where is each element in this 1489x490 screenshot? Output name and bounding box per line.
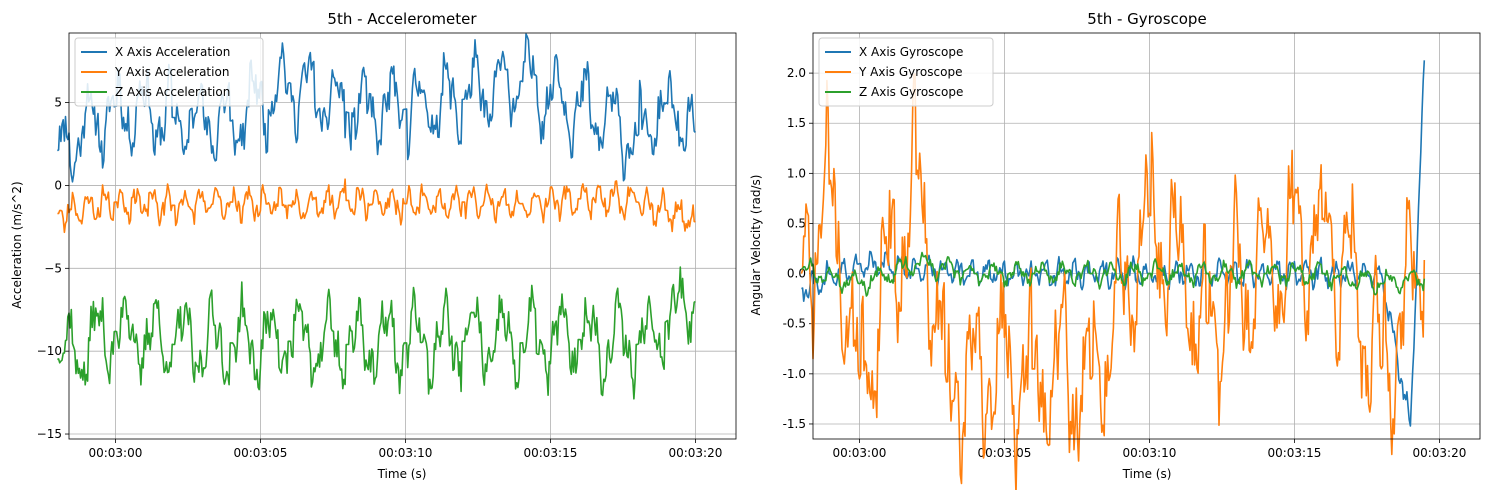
legend-label: Y Axis Acceleration	[114, 65, 229, 79]
x-tick-label: 00:03:00	[832, 446, 886, 460]
series-line	[801, 251, 1426, 297]
series-line	[56, 33, 696, 183]
y-tick-label: 5	[54, 96, 62, 110]
legend: X Axis Acceleration Y Axis Acceleration Z …	[74, 37, 264, 107]
y-tick-label: -1.0	[783, 367, 806, 381]
legend-box	[818, 37, 994, 107]
accelerometer-panel: 5th - Accelerometer Time (s) Acceleratio…	[10, 10, 737, 481]
y-tick-label: 1.0	[787, 166, 806, 180]
plot-frame	[812, 32, 1481, 440]
y-tick-label: −10	[37, 344, 62, 358]
y-tick-label: −5	[44, 261, 62, 275]
y-tick-label: 2.0	[787, 66, 806, 80]
x-tick-label: 00:03:10	[1122, 446, 1176, 460]
x-axis-label: Time (s)	[377, 467, 427, 481]
legend: X Axis Gyroscope Y Axis Gyroscope Z Axis G…	[818, 37, 994, 107]
gyroscope-panel: 5th - Gyroscope Time (s) Angular Velocit…	[749, 10, 1481, 490]
legend-label: Z Axis Gyroscope	[859, 85, 963, 99]
legend-label: Z Axis Acceleration	[115, 85, 230, 99]
x-tick-label: 00:03:15	[1267, 446, 1321, 460]
legend-label: X Axis Acceleration	[115, 45, 230, 59]
legend-box	[74, 37, 264, 107]
x-tick-label: 00:03:10	[378, 446, 432, 460]
x-tick-label: 00:03:20	[668, 446, 722, 460]
x-tick-label: 00:03:15	[523, 446, 577, 460]
x-axis-label: Time (s)	[1122, 467, 1172, 481]
chart-title: 5th - Gyroscope	[1087, 10, 1206, 28]
series-line	[800, 73, 1426, 490]
y-tick-label: 0	[54, 178, 62, 192]
y-tick-label: -0.5	[783, 317, 806, 331]
x-tick-label: 00:03:00	[88, 446, 142, 460]
plot-frame	[68, 32, 737, 440]
series-line	[57, 266, 696, 400]
y-axis-label: Angular Velocity (rad/s)	[749, 175, 763, 316]
y-tick-label: 0.5	[787, 216, 806, 230]
x-tick-label: 00:03:05	[977, 446, 1031, 460]
y-tick-label: 1.5	[787, 116, 806, 130]
y-tick-label: -1.5	[783, 417, 806, 431]
chart-title: 5th - Accelerometer	[327, 10, 477, 28]
legend-label: Y Axis Gyroscope	[858, 65, 962, 79]
y-axis-label: Acceleration (m/s^2)	[10, 181, 24, 308]
legend-label: X Axis Gyroscope	[859, 45, 963, 59]
y-tick-label: 0.0	[787, 267, 806, 281]
y-tick-label: −15	[37, 427, 62, 441]
series-line	[57, 178, 696, 234]
x-tick-label: 00:03:20	[1412, 446, 1466, 460]
x-tick-label: 00:03:05	[233, 446, 287, 460]
